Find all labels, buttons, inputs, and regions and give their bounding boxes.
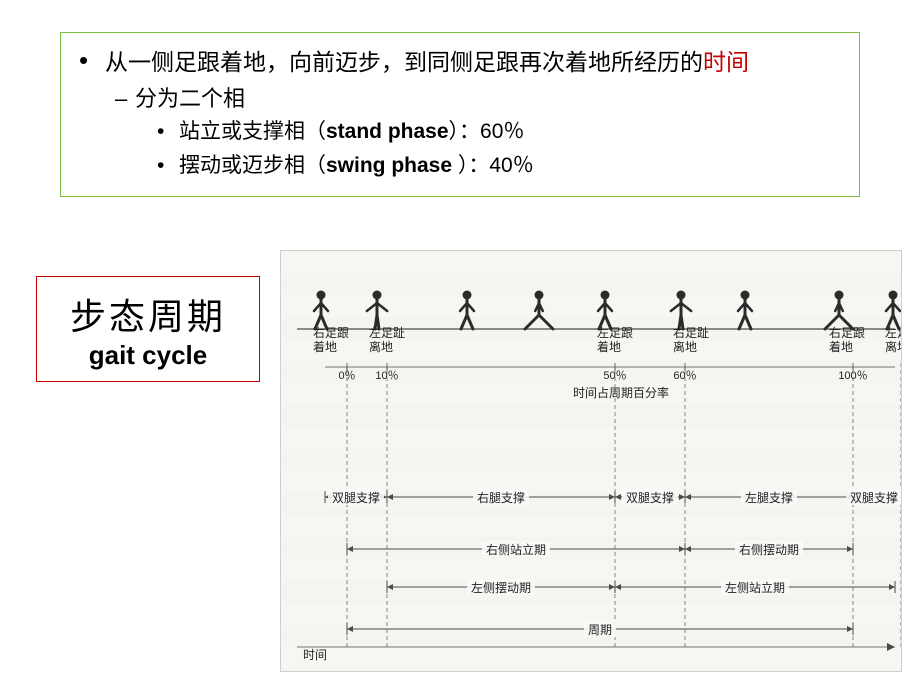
definition-text-red: 时间 bbox=[703, 49, 749, 75]
svg-text:时间: 时间 bbox=[303, 648, 327, 662]
title-en: gait cycle bbox=[89, 340, 208, 371]
svg-text:离地: 离地 bbox=[673, 339, 697, 354]
title-box: 步态周期 gait cycle bbox=[36, 276, 260, 382]
svg-text:左足跟: 左足跟 bbox=[597, 325, 633, 340]
svg-text:离地: 离地 bbox=[369, 339, 393, 354]
svg-text:离地: 离地 bbox=[885, 339, 901, 354]
definition-box: 从一侧足跟着地，向前迈步，到同侧足跟再次着地所经历的时间 分为二个相 站立或支撑… bbox=[60, 32, 860, 197]
svg-text:右侧站立期: 右侧站立期 bbox=[486, 542, 546, 557]
svg-text:时间占周期百分率: 时间占周期百分率 bbox=[573, 385, 669, 400]
svg-text:着地: 着地 bbox=[829, 339, 853, 354]
svg-text:周期: 周期 bbox=[588, 623, 612, 637]
svg-text:双腿支撑: 双腿支撑 bbox=[332, 490, 380, 505]
svg-text:右足趾: 右足趾 bbox=[673, 325, 709, 340]
definition-line1: 从一侧足跟着地，向前迈步，到同侧足跟再次着地所经历的时间 bbox=[79, 47, 841, 78]
gait-cycle-diagram: 右足跟着地左足趾离地左足跟着地右足趾离地右足跟着地左足趾离地0％10％50％60… bbox=[280, 250, 902, 672]
svg-text:右足跟: 右足跟 bbox=[313, 325, 349, 340]
svg-text:双腿支撑: 双腿支撑 bbox=[626, 490, 674, 505]
svg-text:着地: 着地 bbox=[313, 339, 337, 354]
definition-line3b: 摆动或迈步相（swing phase ）：40％ bbox=[79, 149, 841, 183]
title-cn: 步态周期 bbox=[70, 288, 226, 340]
svg-text:右腿支撑: 右腿支撑 bbox=[477, 490, 525, 505]
definition-line2: 分为二个相 bbox=[79, 82, 841, 115]
definition-text-a: 从一侧足跟着地，向前迈步，到同侧足跟再次着地所经历的 bbox=[105, 49, 703, 75]
definition-line3a: 站立或支撑相（stand phase）：60％ bbox=[79, 115, 841, 149]
svg-text:左侧摆动期: 左侧摆动期 bbox=[471, 580, 531, 595]
gait-cycle-svg: 右足跟着地左足趾离地左足跟着地右足趾离地右足跟着地左足趾离地0％10％50％60… bbox=[281, 251, 901, 671]
svg-text:左足趾: 左足趾 bbox=[369, 325, 405, 340]
svg-text:左足趾: 左足趾 bbox=[885, 325, 901, 340]
svg-text:右足跟: 右足跟 bbox=[829, 325, 865, 340]
svg-text:右侧摆动期: 右侧摆动期 bbox=[739, 542, 799, 557]
svg-text:左侧站立期: 左侧站立期 bbox=[725, 580, 785, 595]
svg-text:左腿支撑: 左腿支撑 bbox=[745, 490, 793, 505]
svg-text:着地: 着地 bbox=[597, 339, 621, 354]
svg-text:双腿支撑: 双腿支撑 bbox=[850, 490, 898, 505]
